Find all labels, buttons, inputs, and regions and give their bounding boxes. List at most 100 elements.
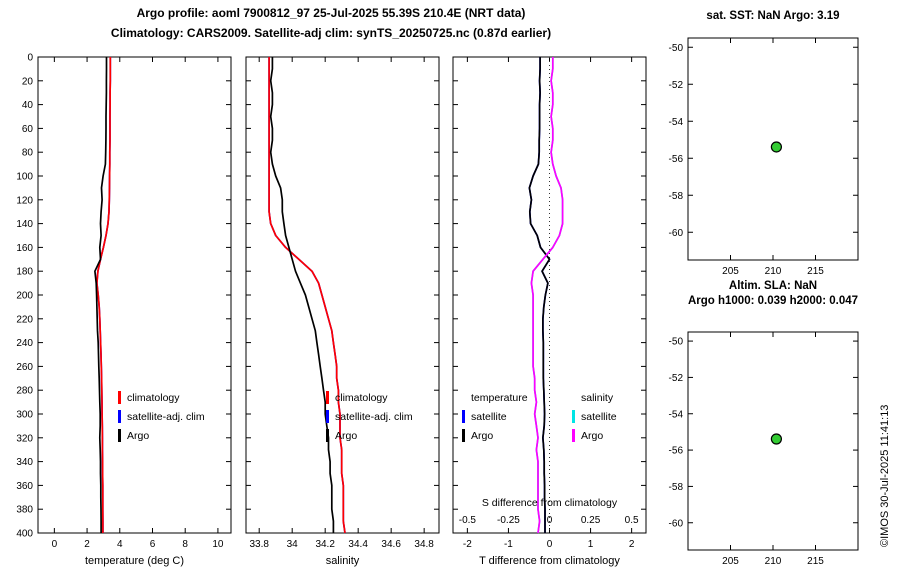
figure-title-line2: Climatology: CARS2009. Satellite-adj cli… bbox=[110, 26, 552, 40]
tick-label: 34.8 bbox=[414, 539, 434, 550]
tick-label: 220 bbox=[16, 314, 33, 325]
legend-label: satellite-adj. clim bbox=[335, 410, 413, 423]
tick-label: -52 bbox=[669, 373, 684, 384]
series-climatology bbox=[268, 57, 346, 534]
argo-position-marker bbox=[770, 433, 783, 445]
tick-label: 34 bbox=[287, 539, 299, 550]
tick-label: 160 bbox=[16, 243, 33, 254]
tick-label: 180 bbox=[16, 267, 33, 278]
tick-label: 240 bbox=[16, 338, 33, 349]
legend-header-salinity: salinity bbox=[581, 391, 614, 404]
sst-map-panel: 205 210 215 -60 -58 -56 -54 -52 -50 bbox=[669, 37, 859, 277]
tick-label: -54 bbox=[669, 409, 684, 420]
tick-label: 40 bbox=[22, 100, 34, 111]
tick-label: 210 bbox=[765, 556, 782, 567]
tick-label: 215 bbox=[807, 556, 824, 567]
series-t-argo bbox=[528, 57, 551, 533]
s-axis-tick-label: 0.25 bbox=[581, 515, 601, 526]
legend-header-temperature: temperature bbox=[471, 391, 528, 404]
s-axis-tick-label: 0 bbox=[547, 515, 553, 526]
series-argo bbox=[269, 57, 335, 533]
tick-label: 8 bbox=[182, 539, 188, 550]
temperature-legend: climatology satellite-adj. clim Argo bbox=[118, 388, 205, 445]
s-difference-legend: salinity satellite Argo bbox=[572, 388, 617, 445]
tick-label: -52 bbox=[669, 80, 684, 91]
tick-label: 10 bbox=[212, 539, 224, 550]
tick-label: -56 bbox=[669, 154, 684, 165]
xlabel-temperature: temperature (deg C) bbox=[84, 555, 185, 567]
tick-label: 120 bbox=[16, 195, 33, 206]
tick-label: 2 bbox=[629, 539, 635, 550]
satellite-adj-clim-line-swatch bbox=[326, 410, 329, 423]
legend-item: climatology bbox=[118, 388, 205, 407]
series-satellite-adj-clim bbox=[268, 57, 346, 534]
tick-label: 140 bbox=[16, 219, 33, 230]
tick-label: -56 bbox=[669, 446, 684, 457]
legend-item: Argo bbox=[572, 426, 617, 445]
imos-credit-text: ©IMOS 30-Jul-2025 11:41:13 bbox=[879, 404, 891, 547]
tick-label: 80 bbox=[22, 148, 34, 159]
tick-label: 34.4 bbox=[348, 539, 368, 550]
tick-label: 0 bbox=[547, 539, 553, 550]
tick-label: 380 bbox=[16, 505, 33, 516]
s-axis-tick-label: 0.5 bbox=[625, 515, 639, 526]
xlabel-t-difference: T difference from climatology bbox=[479, 555, 620, 567]
tick-label: -50 bbox=[669, 43, 684, 54]
s-satellite-line-swatch bbox=[572, 410, 575, 423]
tick-label: 6 bbox=[150, 539, 156, 550]
tick-label: 400 bbox=[16, 529, 33, 540]
tick-label: -54 bbox=[669, 117, 684, 128]
legend-label: satellite bbox=[581, 410, 617, 423]
xlabel-salinity: salinity bbox=[325, 555, 360, 567]
series-s-argo bbox=[530, 57, 564, 534]
tick-label: -60 bbox=[669, 228, 684, 239]
legend-label: Argo bbox=[581, 429, 604, 442]
t-satellite-line-swatch bbox=[462, 410, 465, 423]
tick-label: 100 bbox=[16, 172, 33, 183]
tick-label: 260 bbox=[16, 362, 33, 373]
tick-label: 300 bbox=[16, 410, 33, 421]
tick-label: -2 bbox=[463, 539, 472, 550]
s-difference-axis-label: S difference from climatology bbox=[481, 497, 618, 509]
s-axis-tick-label: -0.5 bbox=[459, 515, 477, 526]
tick-label: 33.8 bbox=[249, 539, 269, 550]
tick-label: 200 bbox=[16, 291, 33, 302]
legend-label: Argo bbox=[471, 429, 494, 442]
legend-label: climatology bbox=[127, 391, 180, 404]
tick-label: 34.2 bbox=[315, 539, 335, 550]
tick-label: 280 bbox=[16, 386, 33, 397]
satellite-adj-clim-line-swatch bbox=[118, 410, 121, 423]
tick-label: 205 bbox=[722, 266, 739, 277]
legend-item: Argo bbox=[326, 426, 413, 445]
series-climatology bbox=[96, 57, 112, 533]
tick-label: 210 bbox=[765, 266, 782, 277]
tick-label: 0 bbox=[27, 53, 33, 64]
s-axis-tick-label: -0.25 bbox=[497, 515, 520, 526]
legend-item: Argo bbox=[118, 426, 205, 445]
legend-item: satellite bbox=[572, 407, 617, 426]
legend-item: satellite-adj. clim bbox=[326, 407, 413, 426]
argo-line-swatch bbox=[326, 429, 329, 442]
difference-panel: -2 -1 0 1 2 -0.5 -0.25 0 0.25 0.5 bbox=[452, 56, 647, 550]
salinity-panel: 33.8 34 34.2 34.4 34.6 34.8 bbox=[245, 56, 440, 550]
sla-map-panel: 205 210 215 -60 -58 -56 -54 -52 -50 bbox=[669, 331, 859, 567]
legend-item: Argo bbox=[462, 426, 528, 445]
argo-line-swatch bbox=[118, 429, 121, 442]
figure-title-line1: Argo profile: aoml 7900812_97 25-Jul-202… bbox=[136, 6, 526, 20]
legend-label: satellite-adj. clim bbox=[127, 410, 205, 423]
salinity-legend: climatology satellite-adj. clim Argo bbox=[326, 388, 413, 445]
tick-label: 205 bbox=[722, 556, 739, 567]
series-argo bbox=[94, 57, 108, 533]
argo-position-marker bbox=[770, 141, 783, 153]
legend-label: Argo bbox=[335, 429, 358, 442]
tick-label: -50 bbox=[669, 337, 684, 348]
t-argo-line-swatch bbox=[462, 429, 465, 442]
tick-label: -58 bbox=[669, 191, 684, 202]
legend-item: satellite-adj. clim bbox=[118, 407, 205, 426]
sla-map-title-line2: Argo h1000: 0.039 h2000: 0.047 bbox=[687, 295, 859, 307]
tick-label: 215 bbox=[807, 266, 824, 277]
tick-label: 0 bbox=[52, 539, 58, 550]
tick-label: 340 bbox=[16, 457, 33, 468]
legend-label: Argo bbox=[127, 429, 150, 442]
